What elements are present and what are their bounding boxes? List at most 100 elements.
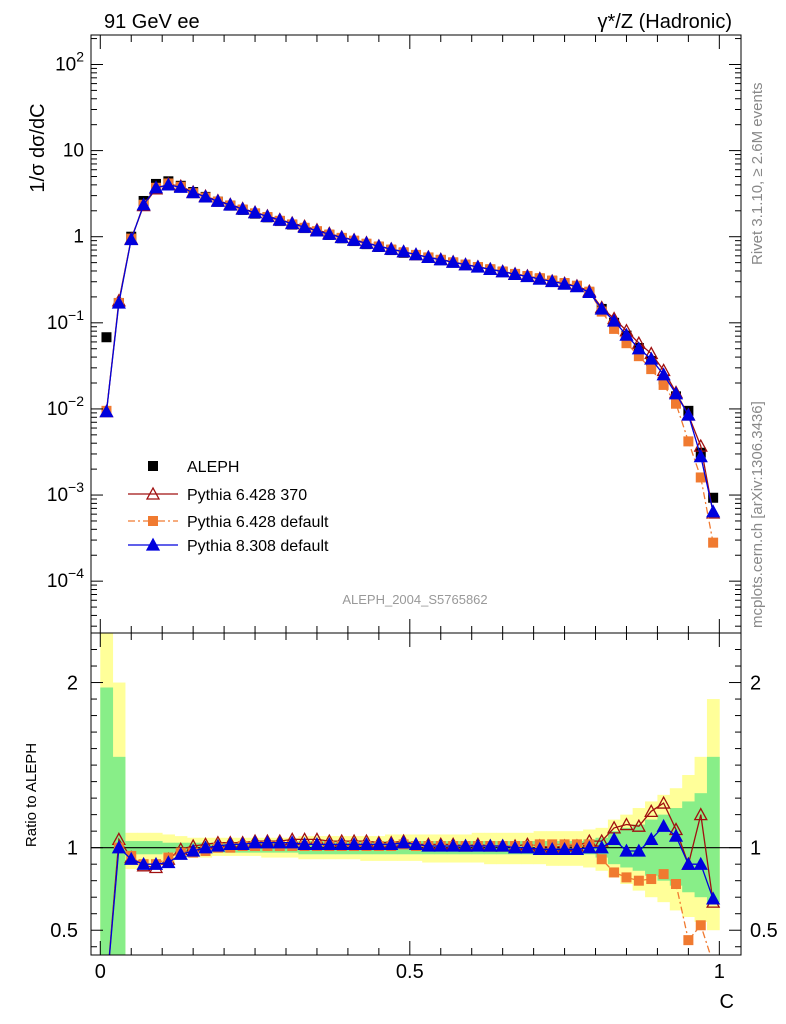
ratio-point [198, 840, 213, 854]
ratio-point [658, 869, 669, 880]
y-tick-label: 10 [63, 141, 84, 162]
mcplots-note: mcplots.cern.ch [arXiv:1306.3436] [749, 401, 766, 628]
y-tick-label: 1 [750, 838, 761, 860]
band-stat-unc [112, 756, 126, 955]
ratio-point [446, 838, 461, 852]
data-point [396, 244, 411, 258]
legend-marker [145, 486, 161, 500]
legend-marker [145, 537, 161, 551]
ratio-point [545, 841, 560, 855]
y-tick-label: 2 [67, 673, 78, 695]
data-point [111, 295, 126, 309]
data-point [483, 261, 498, 275]
data-point [446, 254, 461, 268]
y-tick-label: 0.5 [750, 920, 778, 942]
ratio-point [433, 838, 448, 852]
data-point [609, 323, 620, 334]
data-point [557, 276, 572, 290]
legend-marker [148, 461, 158, 471]
ratio-point [124, 851, 139, 865]
data-point [359, 235, 374, 249]
legend: ALEPH Pythia 6.428 370 Pythia 6.428 defaul… [128, 459, 329, 555]
main-panel: 10−4 10−3 10−2 10−1 1 10 102 1/σ dσ/dC ALEPH_2… [27, 34, 742, 634]
data-point [297, 219, 312, 233]
legend-item: ALEPH [148, 459, 239, 476]
ratio-y-label: Ratio to ALEPH [23, 743, 40, 847]
data-point [433, 252, 448, 266]
data-point [260, 209, 275, 223]
main-series-group [99, 176, 721, 548]
ratio-point [100, 984, 112, 995]
data-point [186, 185, 201, 199]
data-point [161, 177, 176, 191]
y-tick-label: 2 [750, 673, 761, 695]
ratio-point [371, 837, 386, 851]
ratio-point [297, 837, 312, 851]
data-point [309, 223, 325, 237]
x-tick-label: 0 [95, 961, 106, 983]
data-point [621, 338, 632, 349]
legend-label: Pythia 6.428 370 [187, 487, 307, 504]
data-point [681, 407, 696, 421]
ratio-point [693, 856, 708, 870]
ratio-point [235, 837, 250, 851]
data-point [210, 193, 225, 207]
ratio-point [483, 838, 498, 852]
watermark: ALEPH_2004_S5765862 [342, 592, 487, 607]
legend-label: ALEPH [187, 459, 239, 476]
data-point [633, 351, 644, 362]
ratio-point [247, 835, 263, 849]
ratio-point [458, 838, 473, 852]
band-stat-unc [100, 687, 114, 955]
ratio-series-group [91, 633, 741, 995]
ratio-point [671, 878, 681, 889]
band-stat-unc [706, 756, 720, 903]
ratio-point [557, 841, 572, 855]
ratio-point [596, 854, 607, 865]
data-point [421, 250, 436, 264]
data-point [101, 332, 112, 343]
data-point [582, 284, 597, 298]
ratio-point [334, 837, 349, 851]
legend-label: Pythia 8.308 default [187, 538, 329, 555]
ratio-point [706, 891, 721, 905]
ratio-point [148, 856, 164, 870]
data-point [334, 230, 349, 244]
data-point [470, 259, 485, 273]
ratio-point [421, 838, 436, 852]
data-point [671, 398, 681, 409]
x-tick-label: 0.5 [396, 961, 424, 983]
data-point [520, 269, 535, 283]
y-tick-label: 1 [73, 227, 84, 248]
ratio-point [136, 856, 151, 870]
y-tick-label: 0.5 [50, 920, 78, 942]
data-point [285, 216, 300, 230]
data-point [507, 266, 523, 280]
data-point [644, 351, 659, 365]
ratio-point [644, 803, 659, 817]
data-point [408, 247, 424, 261]
rivet-note: Rivet 3.1.10, ≥ 2.6M events [749, 83, 766, 266]
data-point [594, 301, 609, 315]
ratio-point [186, 843, 201, 857]
ratio-point [631, 843, 646, 857]
ratio-panel: 0.5 0.51 12 2 0 0.5 1 Ratio to ALEPH C [23, 632, 778, 1013]
ratio-point [693, 807, 708, 821]
header-left-title: 91 GeV ee [104, 11, 200, 33]
ratio-point [619, 817, 634, 831]
ratio-point [210, 838, 225, 852]
data-point [619, 327, 634, 341]
data-point [99, 404, 114, 418]
ratio-point [347, 837, 362, 851]
data-point [198, 189, 213, 203]
header-right-title: γ*/Z (Hadronic) [598, 11, 732, 33]
y-tick-label: 10−3 [47, 479, 84, 506]
data-point [532, 271, 547, 285]
ratio-point [594, 840, 609, 854]
data-point [668, 386, 684, 400]
ratio-point [569, 841, 585, 855]
ratio-point [646, 874, 657, 885]
y-tick-label: 102 [55, 48, 84, 75]
ratio-point [470, 838, 485, 852]
ratio-point [607, 832, 622, 846]
